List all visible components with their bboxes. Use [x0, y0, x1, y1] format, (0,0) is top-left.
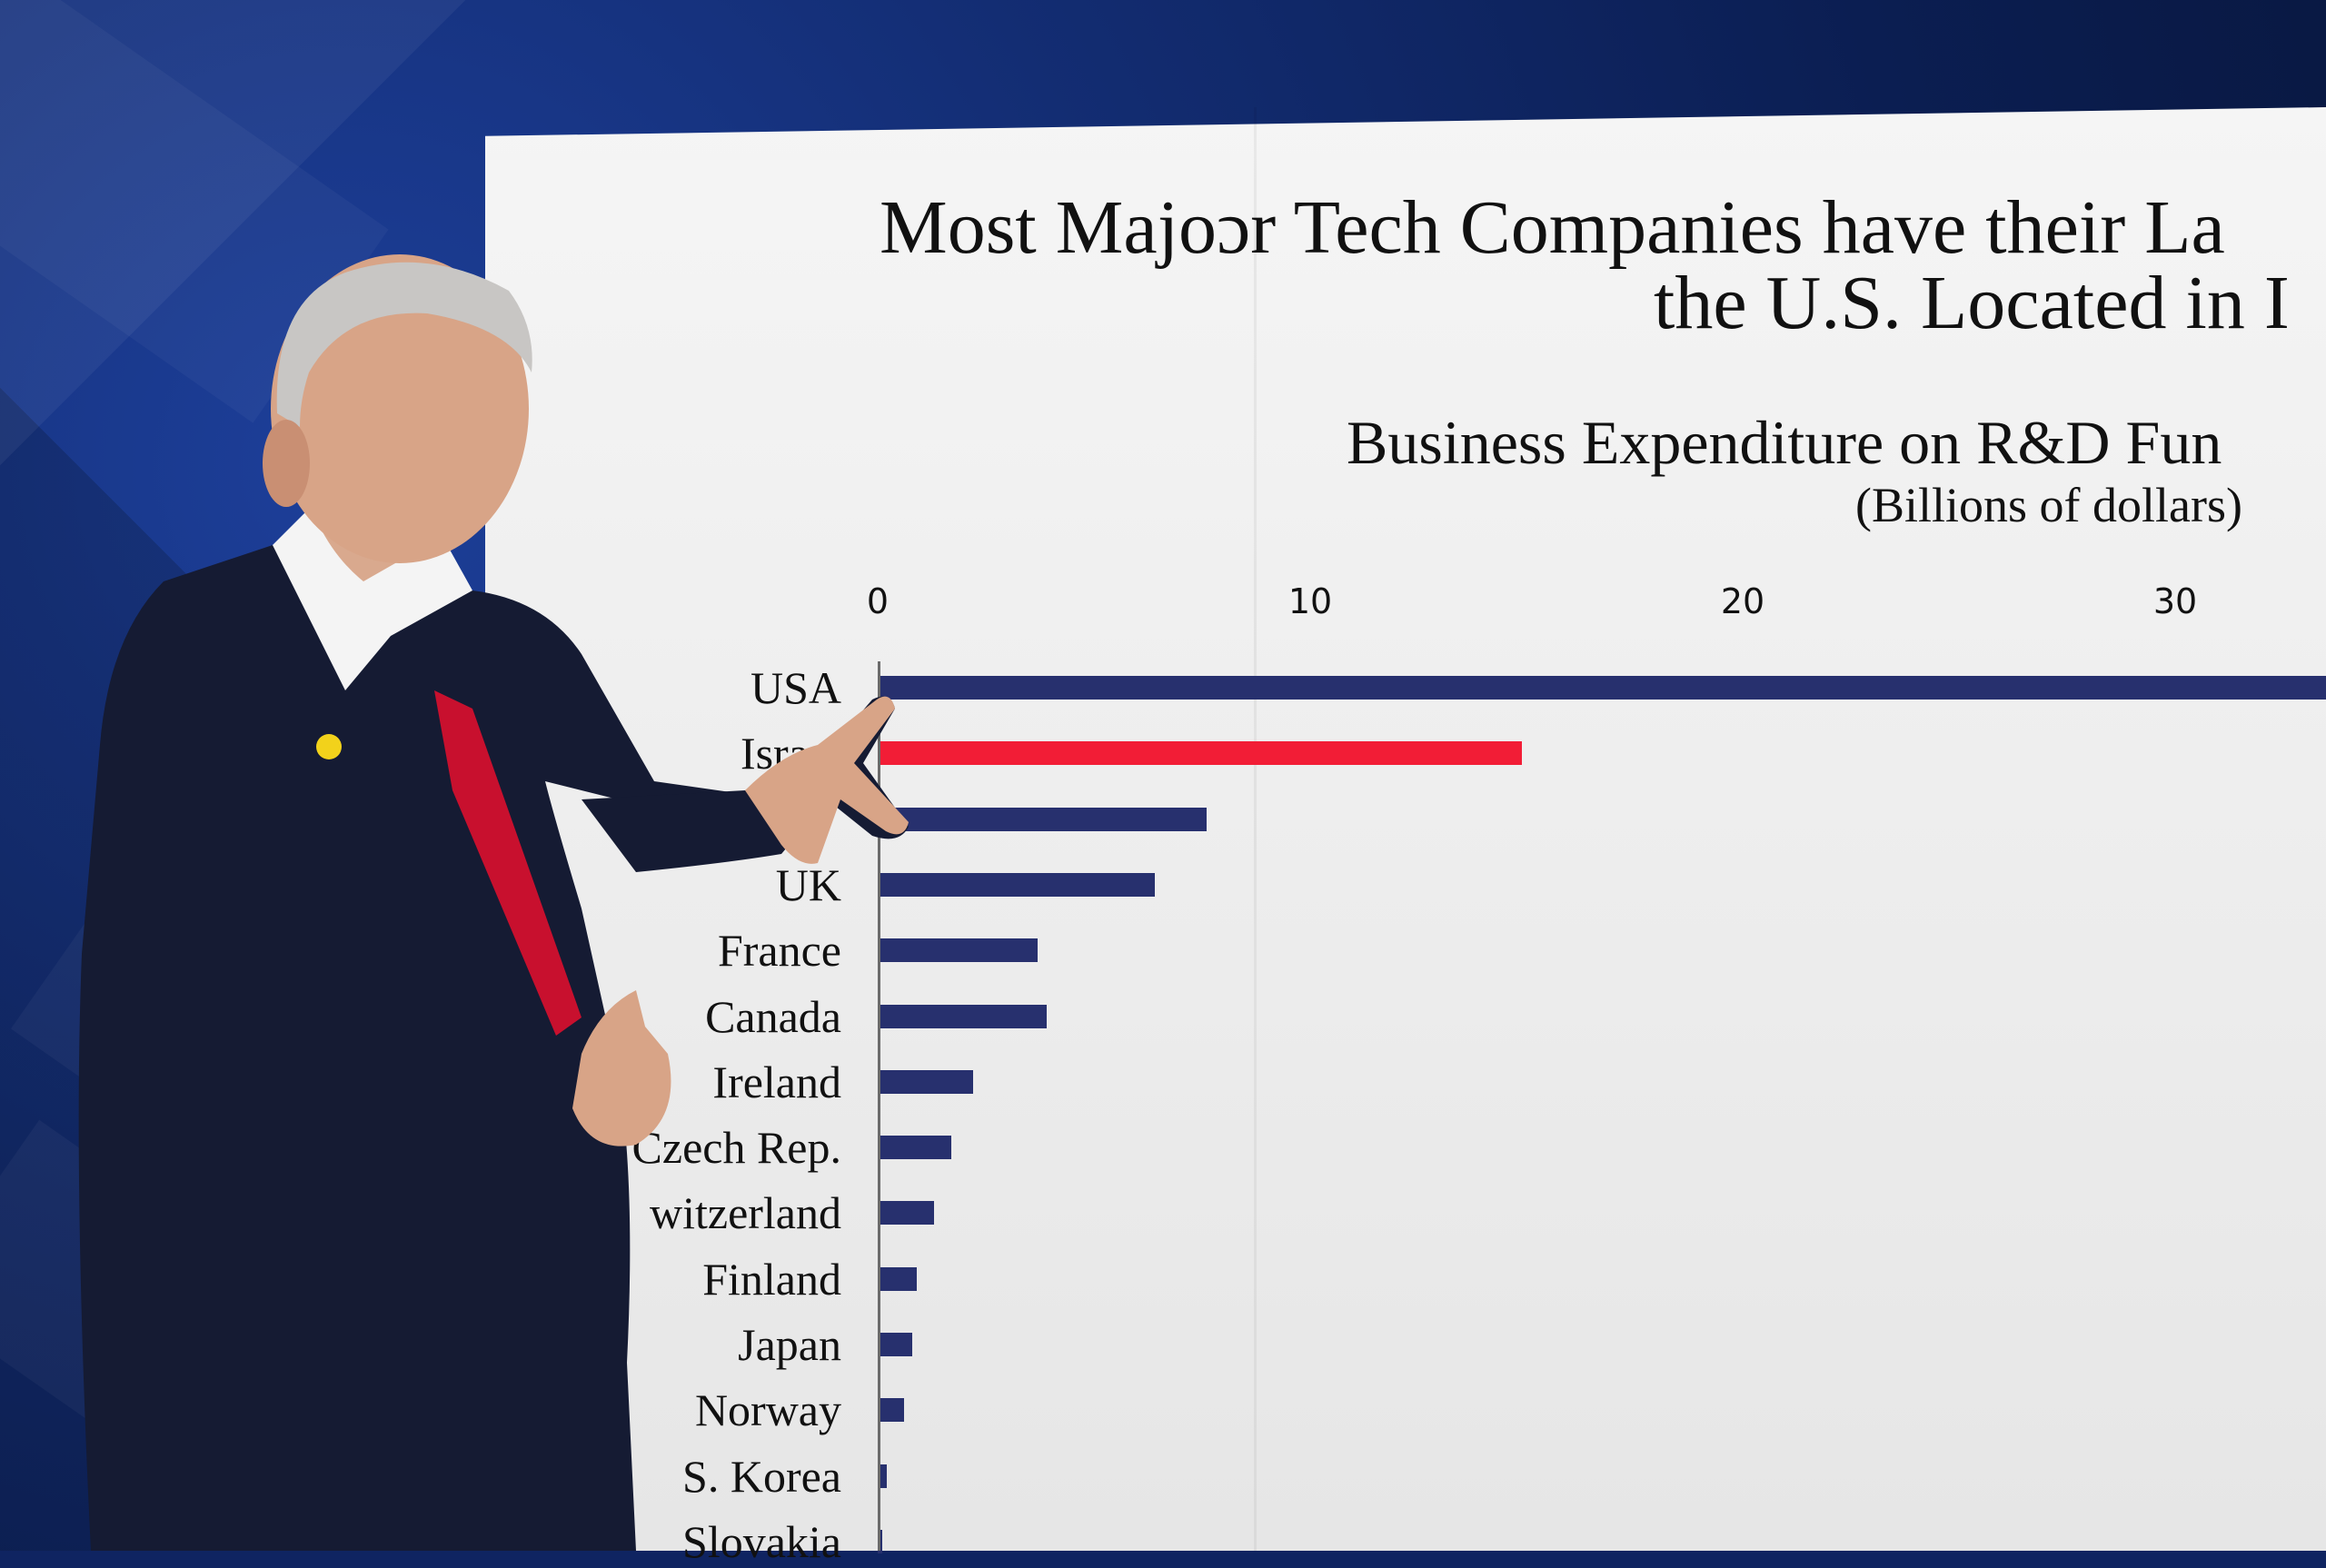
bar-s-korea	[878, 1464, 887, 1488]
chart-y-axis	[878, 661, 880, 1551]
slide-title-line-1: Most Majoɔr Tech Companies have their La	[880, 185, 2225, 270]
bar-switzerland	[878, 1201, 934, 1226]
category-label: S. Korea	[682, 1450, 841, 1502]
x-tick-label: 10	[1287, 581, 1333, 621]
category-label: Israel	[740, 728, 841, 779]
bar-israel	[878, 741, 1523, 766]
category-label: France	[717, 925, 841, 977]
bar-uk	[878, 872, 1155, 897]
bar-ireland	[878, 1069, 973, 1094]
category-label: Japan	[738, 1319, 841, 1370]
bar-canada	[878, 1004, 1047, 1028]
category-label: Ireland	[712, 1056, 841, 1107]
bar-finland	[878, 1266, 917, 1291]
category-label: Czech Rep.	[631, 1122, 841, 1174]
bar-usa	[878, 676, 2326, 700]
bar-japan	[878, 1333, 913, 1356]
category-label: Finland	[702, 1253, 841, 1305]
bar-france	[878, 938, 1039, 963]
category-label: UK	[775, 858, 841, 910]
slide-title-line-2: the U.S. Located in I	[1654, 261, 2290, 345]
x-tick-label: 30	[2152, 581, 2198, 621]
chart-title: Business Expenditure on R&D Fun	[1347, 408, 2222, 477]
bar-row2	[878, 807, 1207, 831]
category-label: USA	[750, 662, 841, 713]
screen-panel-seam	[1254, 107, 1257, 1551]
category-label: Slovakia	[682, 1515, 841, 1567]
category-label: Norway	[694, 1384, 841, 1436]
x-tick-label: 0	[866, 581, 890, 621]
category-label: witzerland	[649, 1187, 841, 1239]
backdrop-tile	[0, 0, 389, 423]
category-label: Canada	[705, 990, 841, 1042]
bar-norway	[878, 1398, 904, 1423]
bar-czech-rep-	[878, 1136, 951, 1160]
x-tick-label: 20	[1720, 581, 1765, 621]
chart-unit-label: (Billions of dollars)	[1855, 478, 2242, 532]
